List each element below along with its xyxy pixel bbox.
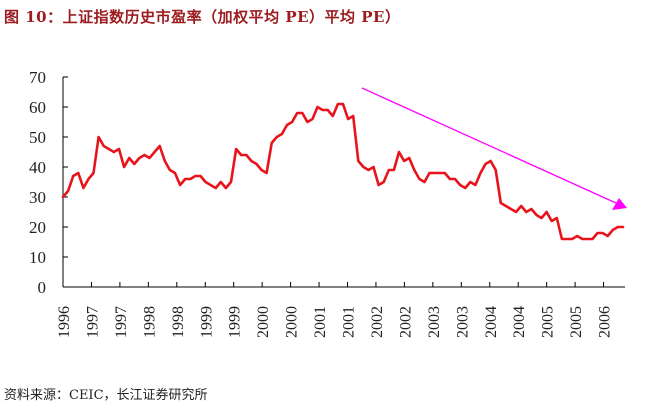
x-tick-label: 2001	[341, 306, 358, 338]
trend-arrow	[361, 87, 627, 210]
x-tick-label: 2003	[426, 306, 443, 338]
x-tick-label: 2002	[369, 306, 386, 338]
x-tick-label: 2000	[284, 306, 301, 338]
x-tick-label: 2002	[397, 306, 414, 338]
source-note: 资料来源：CEIC，长江证券研究所	[4, 388, 208, 403]
y-tick-label: 30	[29, 188, 46, 207]
x-tick-label: 2003	[454, 306, 471, 338]
x-tick-label: 1998	[141, 306, 158, 338]
chart-title: 图 10：上证指数历史市盈率（加权平均 PE）平均 PE）	[4, 8, 401, 26]
x-tick-label: 1996	[56, 306, 73, 338]
x-tick-label: 2004	[483, 306, 500, 338]
x-tick-label: 2000	[255, 306, 272, 338]
x-tick-label: 2001	[312, 306, 329, 338]
x-tick-label: 2005	[568, 306, 585, 338]
x-axis: 1996 1997 1997 1998 1998 1999 1999 2000 2000 2001…	[56, 282, 625, 338]
y-tick-label: 70	[29, 68, 46, 87]
y-tick-label: 10	[29, 248, 46, 267]
y-tick-label: 0	[38, 278, 47, 297]
y-tick-label: 20	[29, 218, 46, 237]
y-tick-label: 60	[29, 98, 46, 117]
x-tick-label: 2006	[597, 306, 614, 338]
x-tick-label: 1998	[170, 306, 187, 338]
arrowhead-icon	[612, 198, 627, 210]
x-tick-label: 1999	[227, 306, 244, 338]
x-tick-label: 2005	[540, 306, 557, 338]
x-tick-label: 2004	[511, 306, 528, 338]
x-tick-label: 1997	[113, 306, 130, 338]
y-tick-label: 40	[29, 158, 46, 177]
x-tick-label: 1997	[84, 306, 101, 338]
y-axis: 0 10 20 30 40 50 60 70	[29, 68, 68, 297]
x-tick-label: 1999	[198, 306, 215, 338]
pe-series-line	[61, 102, 625, 241]
y-tick-label: 50	[29, 128, 46, 147]
